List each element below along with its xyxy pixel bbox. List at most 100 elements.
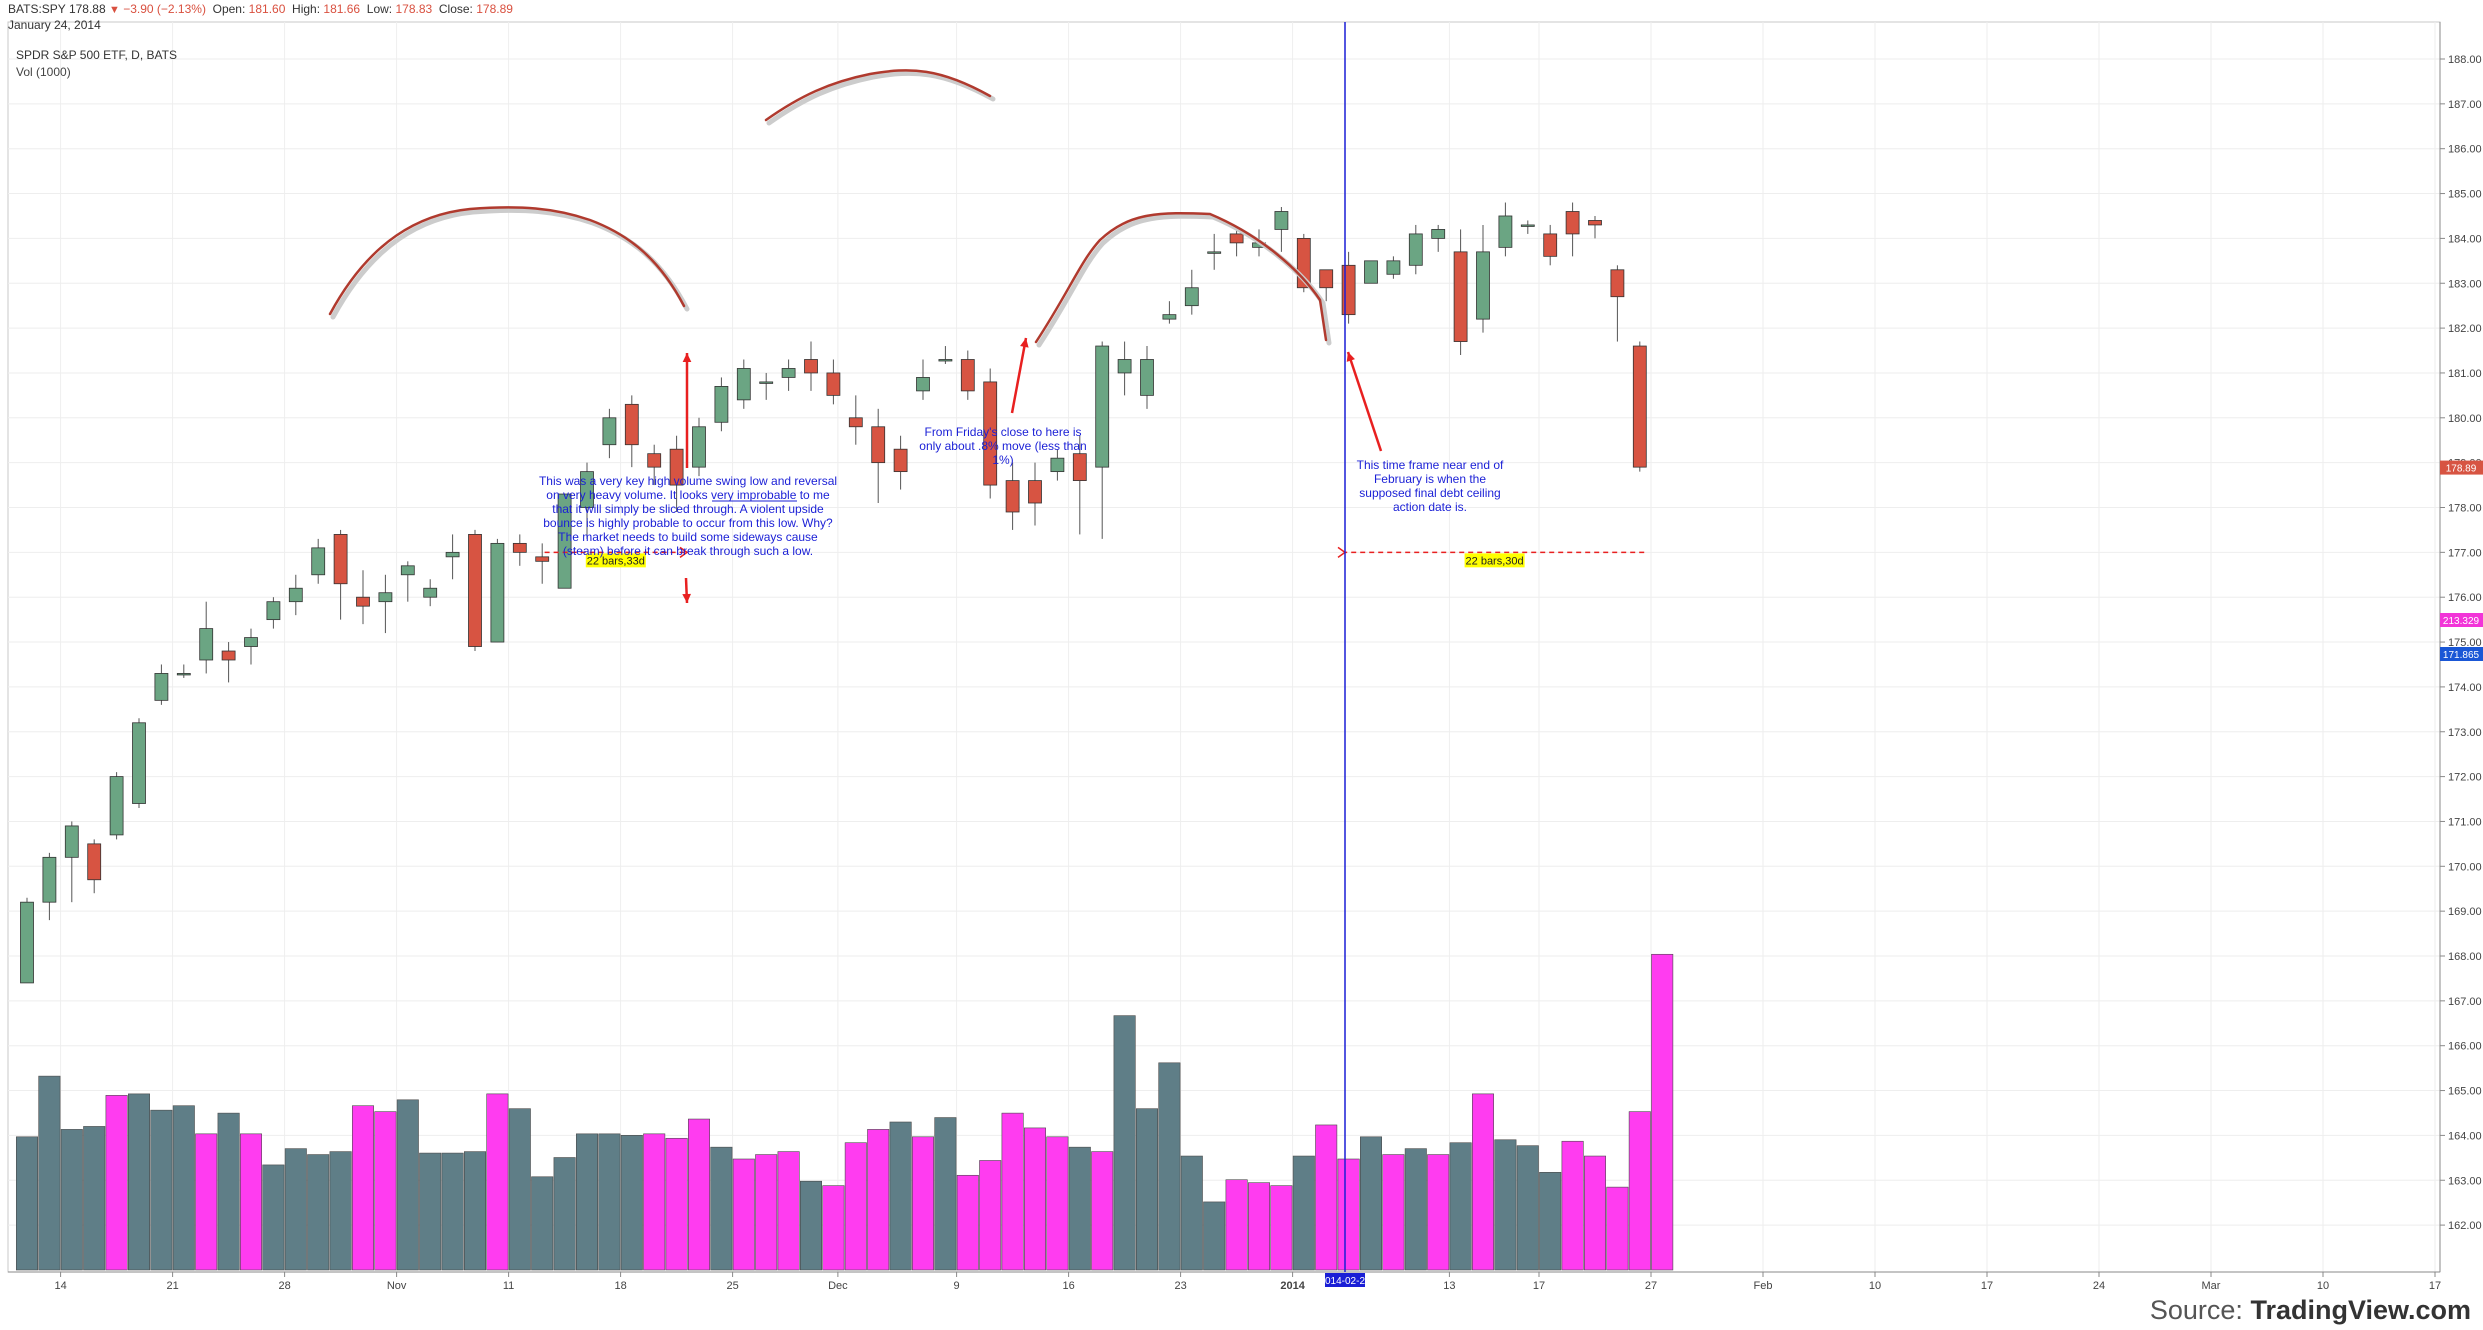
annotation-swing-low-line: This was a very key high volume swing lo… bbox=[539, 474, 837, 488]
candle-body bbox=[1632, 345, 1647, 468]
x-tick-label: Feb bbox=[1754, 1280, 1773, 1292]
candle-body bbox=[624, 403, 639, 446]
x-tick-label: 17 bbox=[2429, 1280, 2441, 1292]
candle-body bbox=[87, 843, 102, 881]
y-tick-label: 175.00 bbox=[2448, 637, 2482, 649]
annotation-swing-low-line: (steam) before it can break through such… bbox=[563, 544, 813, 558]
volume-value-tag-bg bbox=[2440, 613, 2483, 627]
volume-bar bbox=[710, 1146, 733, 1271]
volume-bar bbox=[1315, 1124, 1338, 1271]
x-tick-label: 13 bbox=[1443, 1280, 1455, 1292]
volume-bar bbox=[979, 1160, 1002, 1271]
annotation-friday-close-line: only about .8% move (less than bbox=[919, 439, 1086, 453]
candle-body bbox=[736, 368, 751, 401]
candle-body bbox=[759, 381, 774, 384]
y-tick-label: 176.00 bbox=[2448, 592, 2482, 604]
volume-bar bbox=[1516, 1145, 1539, 1271]
volume-bar bbox=[1539, 1172, 1562, 1271]
annotation-debt-ceiling-line: supposed final debt ceiling bbox=[1359, 486, 1500, 500]
arc-shadow bbox=[766, 70, 996, 126]
x-tick-label: Mar bbox=[2202, 1280, 2221, 1292]
candle-body bbox=[154, 673, 169, 701]
volume-bar bbox=[620, 1135, 643, 1271]
x-tick-label: 10 bbox=[1869, 1280, 1881, 1292]
annotation-swing-low-line: bounce is highly probable to occur from … bbox=[543, 516, 833, 530]
x-tick-label: 11 bbox=[503, 1280, 514, 1292]
candle-body bbox=[938, 359, 953, 362]
candle-body bbox=[266, 601, 281, 621]
volume-bar bbox=[1628, 1111, 1651, 1271]
candle-body bbox=[1476, 251, 1490, 320]
hand-drawn-arc bbox=[764, 69, 992, 122]
candle-body bbox=[1095, 345, 1110, 468]
source-brand[interactable]: TradingView.com bbox=[2250, 1295, 2471, 1325]
volume-bar bbox=[396, 1099, 419, 1271]
y-tick-label: 174.00 bbox=[2448, 682, 2482, 694]
volume-bar bbox=[1494, 1139, 1517, 1271]
candle-body bbox=[1431, 229, 1446, 239]
arrow-to-volume-spike-head bbox=[682, 593, 691, 603]
volume-bar bbox=[687, 1118, 710, 1271]
symbol-label[interactable]: BATS:SPY bbox=[8, 2, 66, 16]
volume-bar bbox=[956, 1174, 979, 1271]
volume-bar bbox=[150, 1109, 173, 1271]
plot-frame bbox=[7, 21, 2441, 1273]
volume-bar bbox=[1001, 1112, 1024, 1271]
high-label: High: bbox=[292, 2, 321, 16]
candle-body bbox=[1341, 264, 1356, 316]
volume-bar bbox=[1136, 1108, 1159, 1271]
y-tick-label: 186.00 bbox=[2448, 144, 2482, 156]
volume-bar bbox=[1337, 1158, 1360, 1271]
candle-body bbox=[288, 587, 303, 603]
candle-body bbox=[983, 381, 998, 486]
y-tick-label: 162.00 bbox=[2448, 1220, 2482, 1232]
volume-bar bbox=[867, 1129, 890, 1271]
y-tick-label: 185.00 bbox=[2448, 189, 2482, 201]
candle-body bbox=[176, 673, 191, 676]
x-tick-label: 25 bbox=[726, 1280, 738, 1292]
candle-body bbox=[647, 453, 662, 468]
volume-bar bbox=[38, 1075, 61, 1271]
candle-body bbox=[1386, 260, 1401, 275]
y-tick-label: 187.00 bbox=[2448, 99, 2482, 111]
candle-body bbox=[221, 650, 236, 661]
close-value: 178.89 bbox=[476, 2, 513, 16]
annotation-friday-close-line: 1%) bbox=[992, 453, 1013, 467]
candle-body bbox=[804, 359, 818, 374]
x-tick-label: 24 bbox=[2093, 1280, 2105, 1292]
candle-body bbox=[1610, 269, 1625, 298]
volume-bar bbox=[934, 1117, 957, 1271]
volume-bar bbox=[1068, 1146, 1091, 1271]
candle-body bbox=[826, 372, 841, 396]
candle-body bbox=[960, 359, 975, 392]
low-label: Low: bbox=[366, 2, 393, 16]
volume-bar bbox=[1651, 953, 1674, 1271]
open-label: Open: bbox=[212, 2, 246, 16]
candle-body bbox=[1184, 287, 1199, 307]
candle-body bbox=[42, 856, 57, 903]
volume-bar bbox=[240, 1133, 263, 1271]
volume-bar bbox=[844, 1142, 867, 1271]
hand-drawn-arc bbox=[328, 206, 686, 316]
candle-body bbox=[1050, 457, 1065, 473]
candle-body bbox=[1140, 359, 1154, 396]
x-tick-label: 28 bbox=[278, 1280, 290, 1292]
y-tick-label: 163.00 bbox=[2448, 1175, 2482, 1187]
last-price-tag-bg bbox=[2440, 460, 2483, 475]
arrow-to-date-shaft bbox=[1346, 351, 1383, 452]
candle-body bbox=[333, 534, 348, 585]
volume-bar bbox=[419, 1152, 442, 1271]
candle-body bbox=[1319, 269, 1334, 289]
candle-body bbox=[244, 637, 258, 647]
candle-body bbox=[1588, 220, 1602, 226]
annotation-friday-close-line: From Friday's close to here is bbox=[924, 425, 1081, 439]
high-value: 181.66 bbox=[323, 2, 361, 16]
candle-body bbox=[64, 825, 79, 858]
volume-bar bbox=[1203, 1201, 1226, 1271]
candle-body bbox=[669, 448, 684, 486]
volume-title: Vol (1000) bbox=[16, 65, 71, 79]
volume-bar bbox=[598, 1133, 621, 1271]
candle-body bbox=[199, 628, 214, 661]
candle-body bbox=[1229, 233, 1244, 244]
